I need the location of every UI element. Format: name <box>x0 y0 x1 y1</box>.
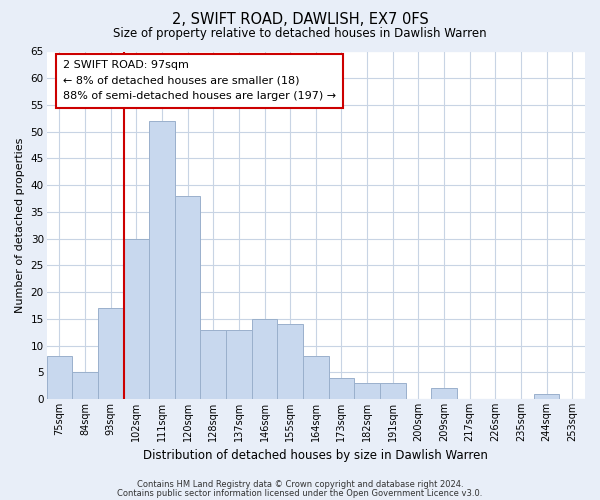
X-axis label: Distribution of detached houses by size in Dawlish Warren: Distribution of detached houses by size … <box>143 450 488 462</box>
Y-axis label: Number of detached properties: Number of detached properties <box>15 138 25 313</box>
Bar <box>251 319 277 399</box>
Text: Contains HM Land Registry data © Crown copyright and database right 2024.: Contains HM Land Registry data © Crown c… <box>137 480 463 489</box>
Bar <box>124 238 149 399</box>
Text: 2 SWIFT ROAD: 97sqm
← 8% of detached houses are smaller (18)
88% of semi-detache: 2 SWIFT ROAD: 97sqm ← 8% of detached hou… <box>63 60 336 102</box>
Bar <box>200 330 226 399</box>
Text: Contains public sector information licensed under the Open Government Licence v3: Contains public sector information licen… <box>118 488 482 498</box>
Bar <box>149 121 175 399</box>
Text: 2, SWIFT ROAD, DAWLISH, EX7 0FS: 2, SWIFT ROAD, DAWLISH, EX7 0FS <box>172 12 428 28</box>
Bar <box>534 394 559 399</box>
Bar <box>380 383 406 399</box>
Bar <box>303 356 329 399</box>
Bar <box>47 356 72 399</box>
Bar <box>431 388 457 399</box>
Bar <box>98 308 124 399</box>
Bar <box>72 372 98 399</box>
Bar <box>226 330 251 399</box>
Bar <box>354 383 380 399</box>
Bar <box>277 324 303 399</box>
Text: Size of property relative to detached houses in Dawlish Warren: Size of property relative to detached ho… <box>113 28 487 40</box>
Bar <box>175 196 200 399</box>
Bar <box>329 378 354 399</box>
